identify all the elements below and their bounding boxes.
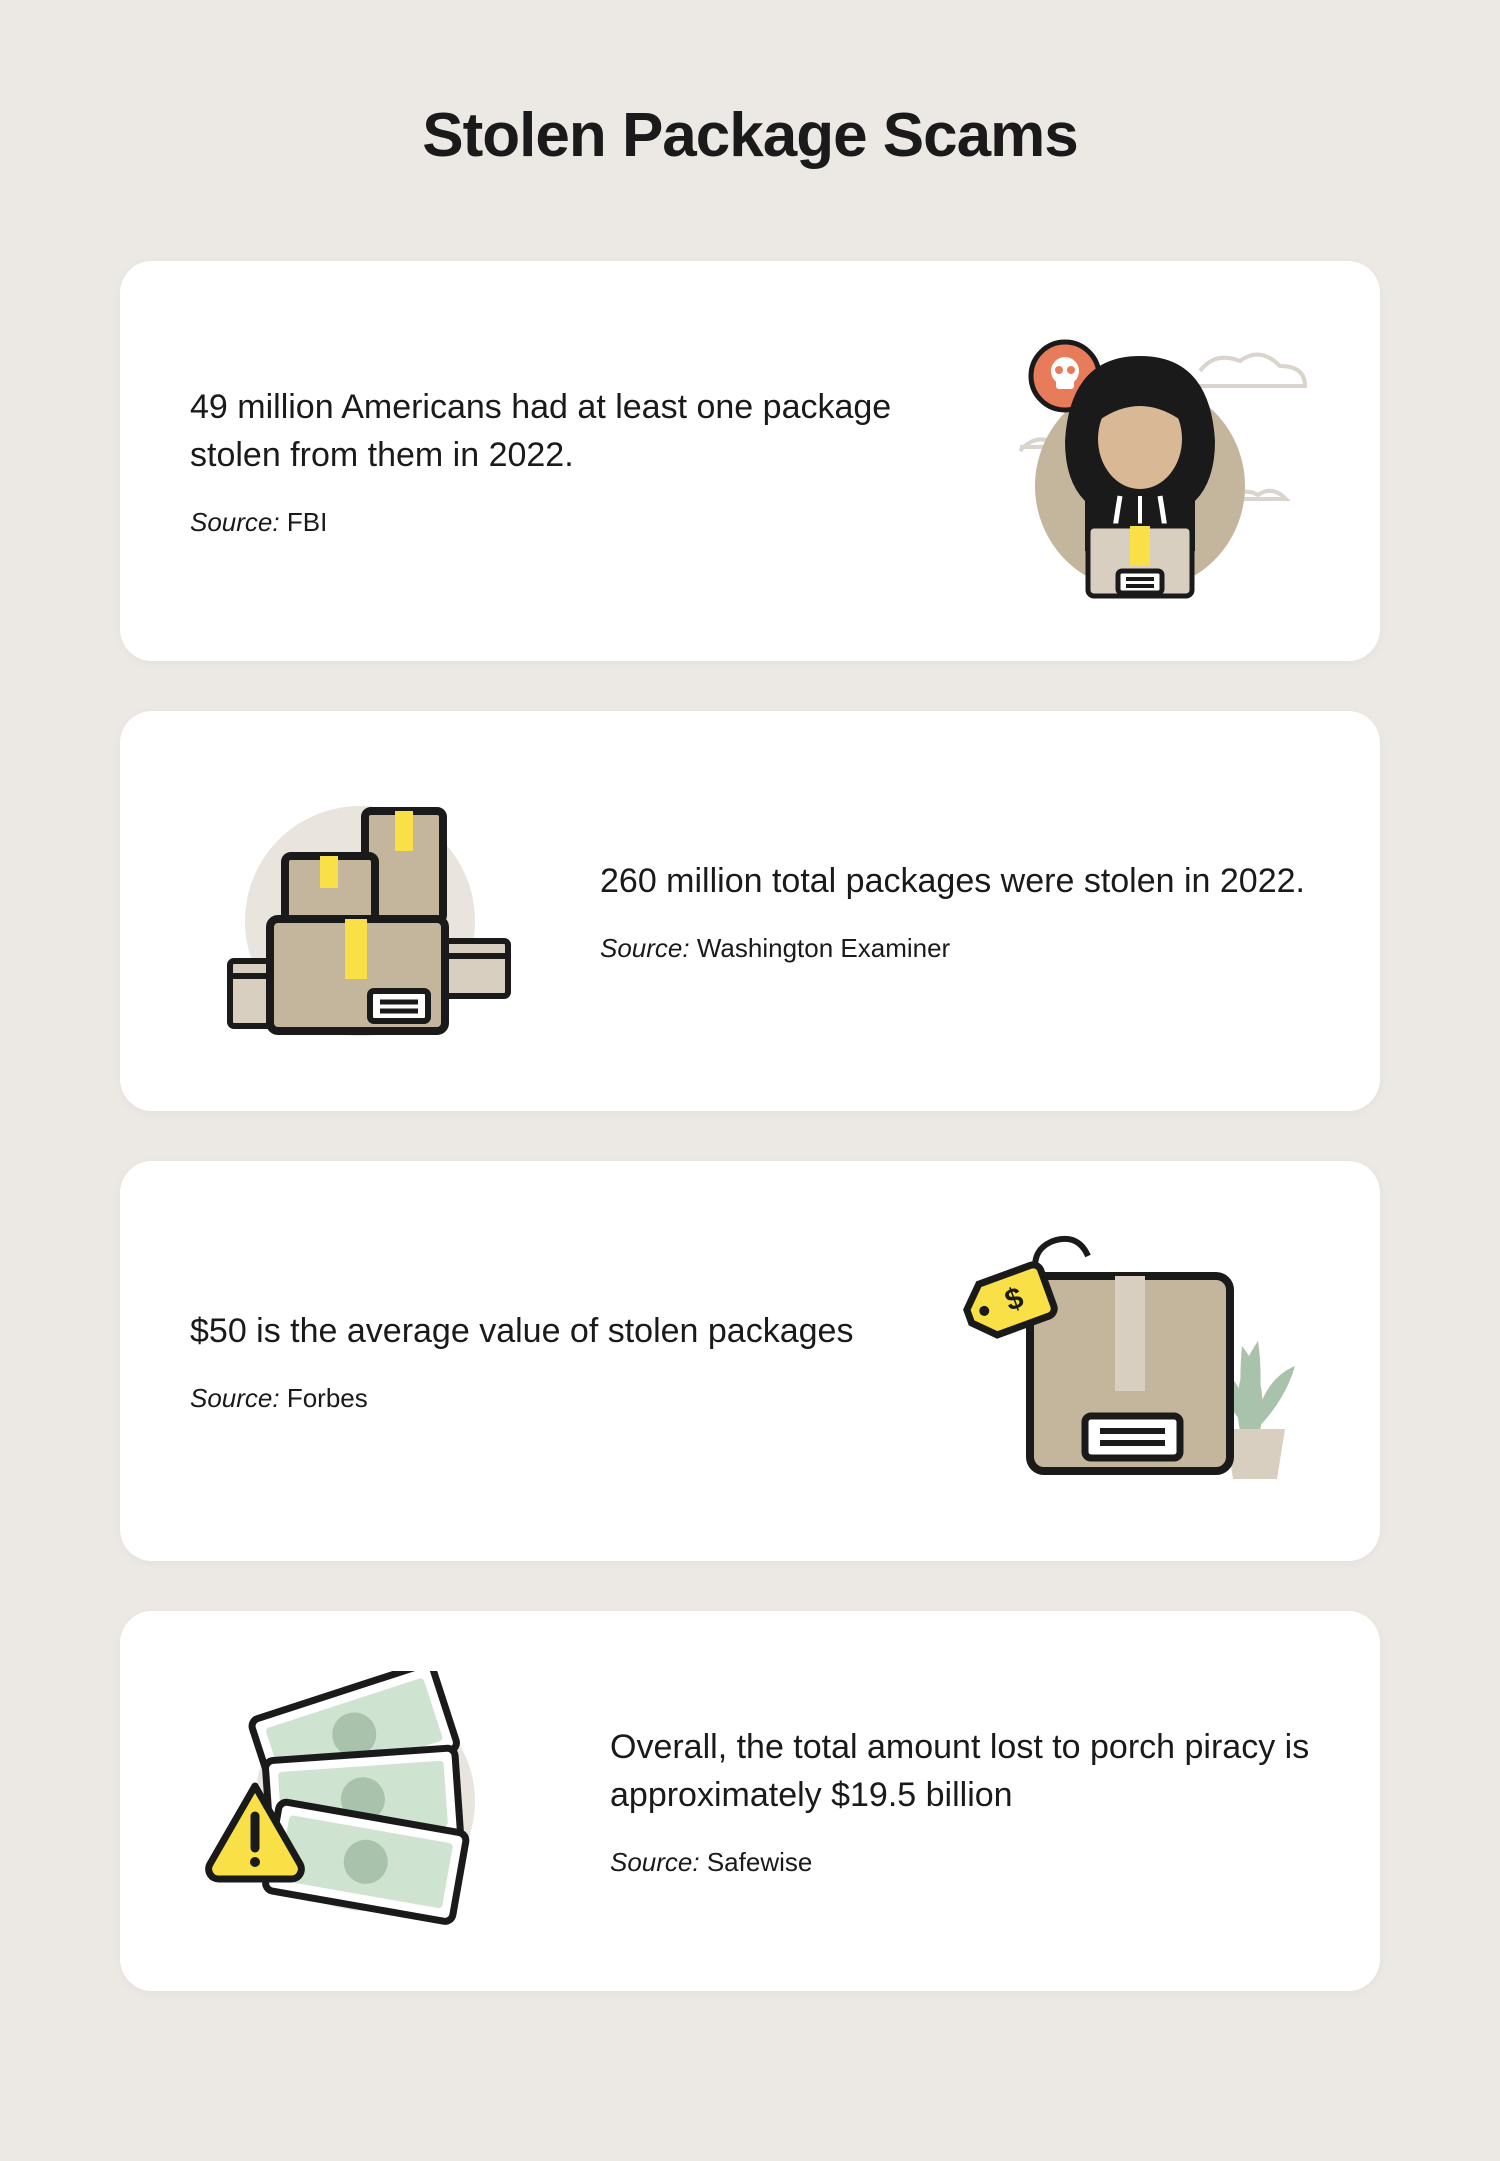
source-line: Source: Safewise xyxy=(610,1847,1310,1878)
source-line: Source: FBI xyxy=(190,507,920,538)
price-box-illustration: $ xyxy=(930,1221,1310,1501)
stat-card-1: 49 million Americans had at least one pa… xyxy=(120,261,1380,661)
money-illustration xyxy=(190,1671,530,1931)
source-label: Source: xyxy=(610,1847,700,1877)
source-label: Source: xyxy=(600,933,690,963)
boxes-illustration xyxy=(190,771,520,1051)
source-value: Washington Examiner xyxy=(697,933,950,963)
card-text-1: 49 million Americans had at least one pa… xyxy=(190,384,920,538)
source-value: Forbes xyxy=(287,1383,368,1413)
stat-card-3: $50 is the average value of stolen packa… xyxy=(120,1161,1380,1561)
card-text-2: 260 million total packages were stolen i… xyxy=(600,858,1310,965)
fact-text: Overall, the total amount lost to porch … xyxy=(610,1724,1310,1819)
thief-illustration xyxy=(970,321,1310,601)
source-label: Source: xyxy=(190,507,280,537)
card-text-4: Overall, the total amount lost to porch … xyxy=(610,1724,1310,1878)
fact-text: $50 is the average value of stolen packa… xyxy=(190,1308,880,1356)
fact-text: 49 million Americans had at least one pa… xyxy=(190,384,920,479)
stat-card-4: Overall, the total amount lost to porch … xyxy=(120,1611,1380,1991)
source-line: Source: Washington Examiner xyxy=(600,933,1310,964)
page-title: Stolen Package Scams xyxy=(120,100,1380,171)
source-value: Safewise xyxy=(707,1847,813,1877)
stat-card-2: 260 million total packages were stolen i… xyxy=(120,711,1380,1111)
source-label: Source: xyxy=(190,1383,280,1413)
source-value: FBI xyxy=(287,507,327,537)
card-text-3: $50 is the average value of stolen packa… xyxy=(190,1308,880,1415)
source-line: Source: Forbes xyxy=(190,1383,880,1414)
fact-text: 260 million total packages were stolen i… xyxy=(600,858,1310,906)
